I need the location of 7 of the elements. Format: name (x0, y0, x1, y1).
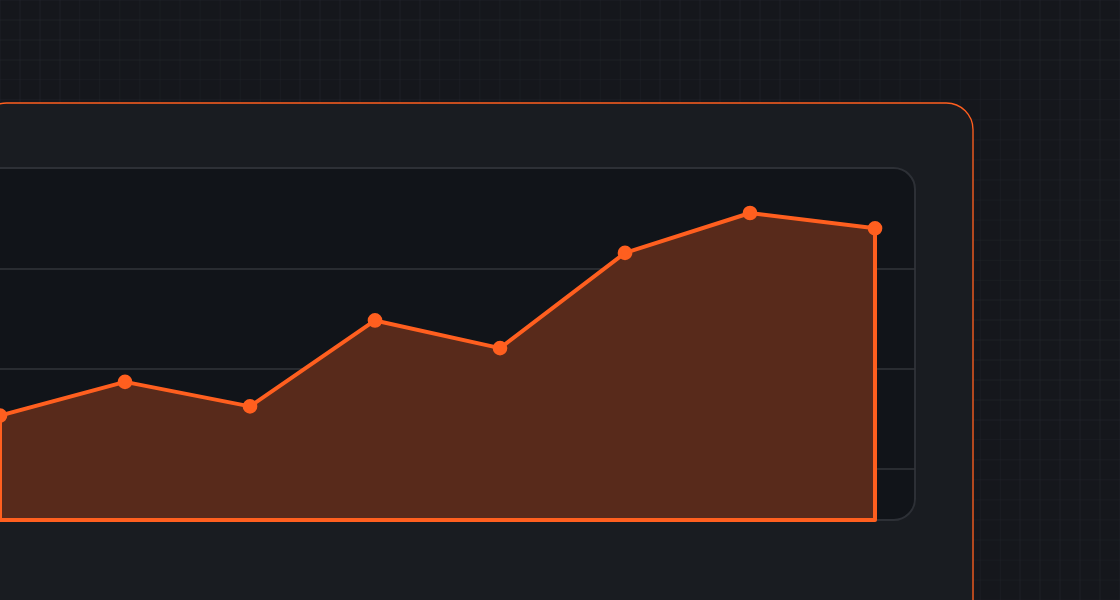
point (617, 245, 633, 261)
point (867, 221, 883, 236)
point (117, 374, 133, 390)
point (242, 399, 258, 414)
point (742, 205, 758, 221)
point (492, 340, 508, 356)
point (367, 313, 383, 328)
